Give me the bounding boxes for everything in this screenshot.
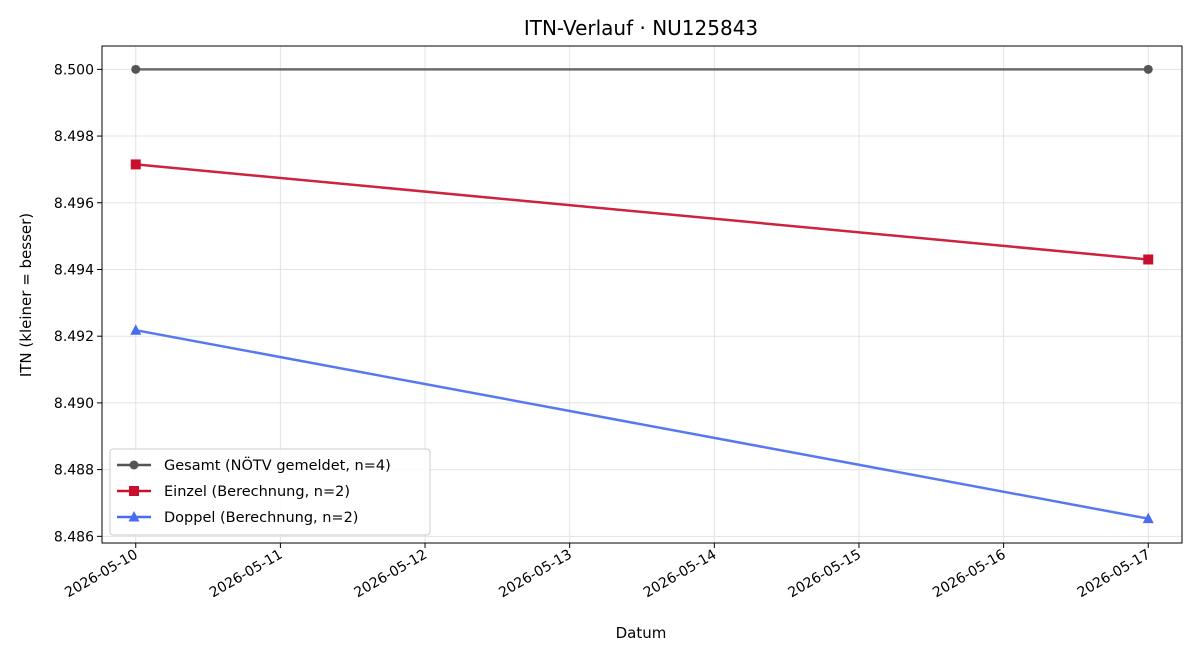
series-0 bbox=[131, 64, 1153, 74]
legend-box bbox=[109, 448, 431, 536]
data-point bbox=[1143, 64, 1153, 74]
data-point bbox=[1143, 254, 1154, 265]
data-point bbox=[1142, 512, 1154, 524]
series-layer bbox=[130, 64, 1154, 524]
y-tick-label: 8.488 bbox=[54, 463, 94, 479]
chart-title: ITN-Verlauf · NU125843 bbox=[524, 16, 758, 40]
legend-entry: Doppel (Berechnung, n=2) bbox=[117, 510, 358, 526]
legend-label: Einzel (Berechnung, n=2) bbox=[164, 484, 350, 500]
data-point bbox=[130, 159, 141, 170]
legend-label: Doppel (Berechnung, n=2) bbox=[164, 510, 358, 526]
series-line bbox=[135, 328, 1149, 520]
series-1 bbox=[130, 159, 1154, 265]
data-point bbox=[130, 324, 142, 335]
data-point bbox=[131, 64, 141, 74]
plot-frame bbox=[101, 45, 1183, 544]
legend-marker bbox=[129, 460, 139, 470]
grid-lines bbox=[102, 46, 1182, 543]
legend-marker bbox=[128, 511, 140, 522]
series-2 bbox=[130, 324, 1154, 524]
legend-label: Gesamt (NÖTV gemeldet, n=4) bbox=[164, 456, 391, 474]
y-tick-label: 8.498 bbox=[54, 129, 94, 145]
legend-entry: Einzel (Berechnung, n=2) bbox=[117, 484, 350, 500]
series-line bbox=[135, 163, 1149, 261]
legend-entry: Gesamt (NÖTV gemeldet, n=4) bbox=[117, 456, 391, 474]
y-axis: 8.486 8.488 8.490 8.492 8.494 8.496 8.498 8.500 bbox=[54, 62, 102, 545]
legend-marker bbox=[129, 486, 139, 496]
y-tick-label: 8.494 bbox=[54, 262, 94, 278]
y-axis-title: ITN (kleiner = besser) bbox=[17, 213, 35, 377]
y-tick-label: 8.486 bbox=[54, 529, 94, 545]
y-tick-label: 8.490 bbox=[54, 396, 94, 412]
x-axis-title: Datum bbox=[616, 624, 667, 642]
y-tick-label: 8.500 bbox=[54, 62, 94, 78]
y-tick-label: 8.492 bbox=[54, 329, 94, 345]
y-tick-label: 8.496 bbox=[54, 196, 94, 212]
legend: Gesamt (NÖTV gemeldet, n=4) Einzel (Berec… bbox=[109, 448, 431, 536]
